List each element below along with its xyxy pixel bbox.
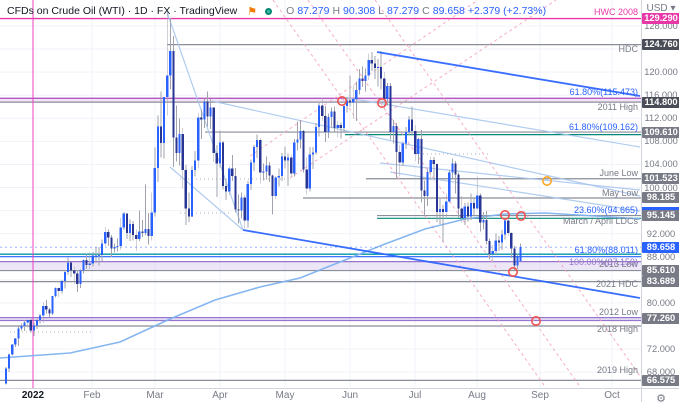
price-tick: 92.000	[646, 228, 676, 239]
time-label-Oct: Oct	[604, 390, 620, 401]
open-value: 87.279	[297, 5, 330, 17]
price-tick: 100.000	[644, 182, 678, 193]
price-tick: 108.000	[644, 136, 678, 147]
price-tick: 128.000	[644, 20, 678, 31]
low-label: L	[378, 5, 385, 17]
open-label: O	[286, 5, 295, 17]
high-value: 90.308	[343, 5, 376, 17]
price-badge: 124.760	[642, 39, 679, 51]
candlestick-chart-canvas	[0, 0, 641, 388]
level-label: 2012 Low	[598, 307, 638, 317]
price-badge: 95.145	[642, 210, 679, 222]
time-label-Apr: Apr	[212, 390, 228, 401]
price-badge: 114.800	[642, 96, 679, 108]
close-value: 89.658	[432, 5, 465, 17]
time-label-Aug: Aug	[468, 390, 486, 401]
time-label-2022: 2022	[21, 390, 45, 401]
level-label: 2011 High	[597, 102, 638, 112]
level-label: June Low	[599, 168, 638, 178]
price-tick: 88.000	[646, 251, 676, 262]
price-badge: 98.185	[642, 192, 679, 204]
price-tick: 72.000	[646, 344, 676, 355]
time-axis[interactable]: 2022 Feb Mar Apr May Jun Jul Aug Sep Oct	[0, 388, 641, 402]
level-label: May Low	[601, 188, 638, 198]
level-label: March / April LDCs	[562, 216, 638, 226]
symbol-title[interactable]: CFDs on Crude Oil (WTI) · 1D · FX · Trad…	[7, 5, 238, 17]
fib-level-label: 61.80%(88.011)	[574, 245, 638, 255]
price-badge: 89.658	[642, 241, 679, 253]
level-label: 2013 Low	[598, 259, 638, 269]
time-label-Feb: Feb	[83, 390, 101, 401]
time-label-Sep: Sep	[531, 390, 549, 401]
level-label: 2018 High	[596, 324, 638, 334]
price-badge: 83.689	[642, 276, 679, 288]
level-label: HDC	[618, 44, 639, 54]
fib-level-label: 61.80%(115.473)	[569, 87, 638, 97]
price-badge: 77.260	[642, 313, 679, 325]
price-badge: 129.290	[642, 13, 679, 25]
time-label-May: May	[275, 390, 295, 401]
price-badge: 66.575	[642, 374, 679, 386]
candles	[4, 11, 522, 385]
level-label: 2021 HDC	[595, 279, 638, 289]
fib-level-label: 23.60%(94.665)	[573, 205, 638, 215]
price-axis[interactable]: USD ▾ 128.000 120.000 116.000 112.000 108.00…	[641, 0, 679, 388]
time-label-Jun: Jun	[341, 390, 359, 401]
time-label-Jul: Jul	[408, 390, 422, 401]
price-tick: 116.000	[644, 90, 678, 101]
fib-level-label: HWC 2008	[593, 7, 638, 17]
fib-level-label: 61.80%(109.162)	[568, 122, 638, 132]
flag-icon[interactable]: ⚑	[247, 5, 258, 18]
low-value: 87.279	[387, 5, 420, 17]
price-tick: 80.000	[646, 297, 676, 308]
price-badge: 85.610	[642, 265, 679, 277]
currency-selector[interactable]: USD ▾	[646, 3, 676, 14]
level-label: 2019 High	[596, 365, 638, 375]
time-label-Mar: Mar	[146, 390, 164, 401]
change-value: +2.379 (+2.73%)	[467, 5, 547, 17]
price-tick: 104.000	[644, 159, 678, 170]
chevron-down-icon: ▾	[670, 3, 676, 14]
chart-plot-area[interactable]	[0, 0, 641, 388]
fib-level-label: 100.00%(87.159)	[568, 257, 638, 267]
price-badge: 109.610	[642, 126, 679, 138]
gear-icon[interactable]: ⚙	[656, 393, 666, 402]
axis-settings-corner[interactable]: ⚙	[641, 388, 679, 402]
price-badge: 101.523	[642, 173, 679, 185]
alert-level-marker	[642, 206, 679, 211]
high-label: H	[332, 5, 341, 17]
price-tick: 120.000	[644, 67, 678, 78]
price-tick: 68.000	[646, 367, 676, 378]
close-label: C	[422, 5, 430, 17]
price-tick: 112.000	[644, 113, 678, 124]
chart-legend: CFDs on Crude Oil (WTI) · 1D · FX · Trad…	[7, 4, 546, 18]
ohlc-readout: O 87.279 H 90.308 L 87.279 C 89.658 +2.379 (…	[286, 5, 546, 17]
alert-dot-icon[interactable]	[265, 7, 273, 15]
